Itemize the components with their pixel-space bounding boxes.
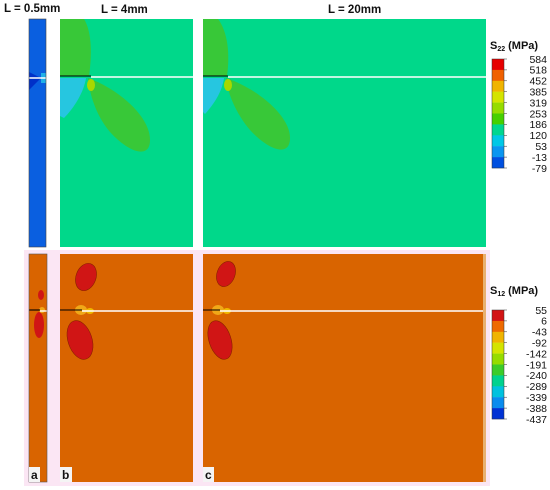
s22-legend-swatch (492, 91, 504, 103)
s12-legend-tick-label: -142 (526, 348, 547, 360)
s12-legend-tick-label: -92 (532, 338, 547, 350)
s12-legend-tick-label: 6 (541, 316, 547, 328)
s22-b-right-lobe (88, 78, 150, 152)
panel-label-a: a (31, 468, 38, 482)
s22-c-tip (224, 79, 232, 91)
s22-c-lower-cyan-lobe (203, 78, 224, 114)
s12-legend-swatch (492, 310, 504, 322)
s12-legend-ticks: 556-43-92-142-191-240-289-339-388-437 (504, 305, 547, 426)
s22-legend-tick-label: 518 (529, 65, 547, 77)
s22-a-dark-lobe (29, 72, 41, 90)
panel-label-c: c (205, 468, 212, 482)
s22-legend-title: S22 (MPa) (490, 40, 538, 53)
title-a: L = 0.5mm (4, 3, 60, 15)
s22-legend-tick-label: 319 (529, 97, 547, 109)
s22-c-right-lobe (226, 78, 290, 150)
s12-legend-swatch (492, 397, 504, 409)
s22-legend-swatches (491, 58, 505, 169)
s12-legend-tick-label: -437 (526, 414, 547, 426)
s22-legend-tick-label: 385 (529, 87, 547, 99)
s22-legend-swatch (492, 135, 504, 147)
s12-legend-tick-label: -289 (526, 381, 547, 393)
s12-b-lower-lobe (66, 320, 94, 360)
s22-c-upper-lobe (203, 19, 229, 76)
title-b: L = 4mm (101, 4, 148, 16)
title-c: L = 20mm (328, 4, 381, 16)
s22-legend-tick-label: 452 (529, 76, 547, 88)
s22-legend-tick-label: 186 (529, 119, 547, 131)
s22-legend-swatch (492, 69, 504, 81)
s22-legend-swatch (492, 146, 504, 158)
panel-label-b: b (62, 468, 69, 482)
label-a-box: a (29, 467, 40, 482)
s12-legend-swatch (492, 375, 504, 387)
s22-b-lower-cyan-lobe (60, 78, 86, 118)
panel-c-s12 (203, 254, 486, 482)
s12-b-upper-lobe (75, 263, 97, 291)
panel-b-s12 (60, 254, 193, 482)
s12-legend-title: S12 (MPa) (490, 285, 538, 298)
s12-legend-swatch (492, 320, 504, 332)
s12-legend-swatches (491, 309, 505, 420)
s12-a-upper-lobe (38, 290, 44, 300)
s12-legend-tick-label: -43 (532, 327, 547, 339)
s12-legend: S12 (MPa) 556-43-92-142-191-240-289-339-3… (490, 285, 547, 426)
s12-legend-tick-label: -388 (526, 403, 547, 415)
s22-legend-tick-label: 120 (529, 130, 547, 142)
s12-legend-swatch (492, 386, 504, 398)
panel-c-s22 (203, 19, 486, 247)
s12-legend-tick-label: 55 (535, 305, 547, 317)
s12-a-lower-lobe (34, 312, 44, 338)
s12-legend-tick-label: -240 (526, 370, 547, 382)
panel-a-s22 (29, 19, 46, 247)
s12-legend-tick-label: -191 (526, 359, 547, 371)
s12-legend-swatch (492, 364, 504, 376)
s22-legend-tick-label: -79 (532, 163, 547, 175)
s12-legend-swatch (492, 331, 504, 343)
s22-legend: S22 (MPa) 58451845238531925318612053-13-7… (490, 40, 547, 175)
s12-c-upper-lobe (216, 261, 236, 287)
s22-legend-swatch (492, 113, 504, 125)
s12-legend-tick-label: -339 (526, 392, 547, 404)
s22-legend-tick-label: 253 (529, 108, 547, 120)
label-b-box: b (60, 467, 72, 482)
s22-legend-tick-label: 584 (529, 54, 547, 66)
panel-a-s12 (29, 254, 47, 482)
label-c-box: c (203, 467, 214, 482)
s22-b-upper-lobe (60, 19, 91, 76)
s22-legend-swatch (492, 59, 504, 71)
panel-b-s22 (60, 19, 193, 247)
s22-legend-swatch (492, 102, 504, 114)
s22-legend-swatch (492, 157, 504, 169)
s22-legend-tick-label: -13 (532, 152, 547, 164)
s12-legend-swatch (492, 353, 504, 365)
s22-legend-swatch (492, 80, 504, 92)
s12-legend-swatch (492, 342, 504, 354)
s12-legend-swatch (492, 408, 504, 420)
s22-b-tip (87, 79, 95, 91)
s12-c-lower-lobe (207, 320, 233, 360)
s22-legend-tick-label: 53 (535, 141, 547, 153)
s22-legend-swatch (492, 124, 504, 136)
